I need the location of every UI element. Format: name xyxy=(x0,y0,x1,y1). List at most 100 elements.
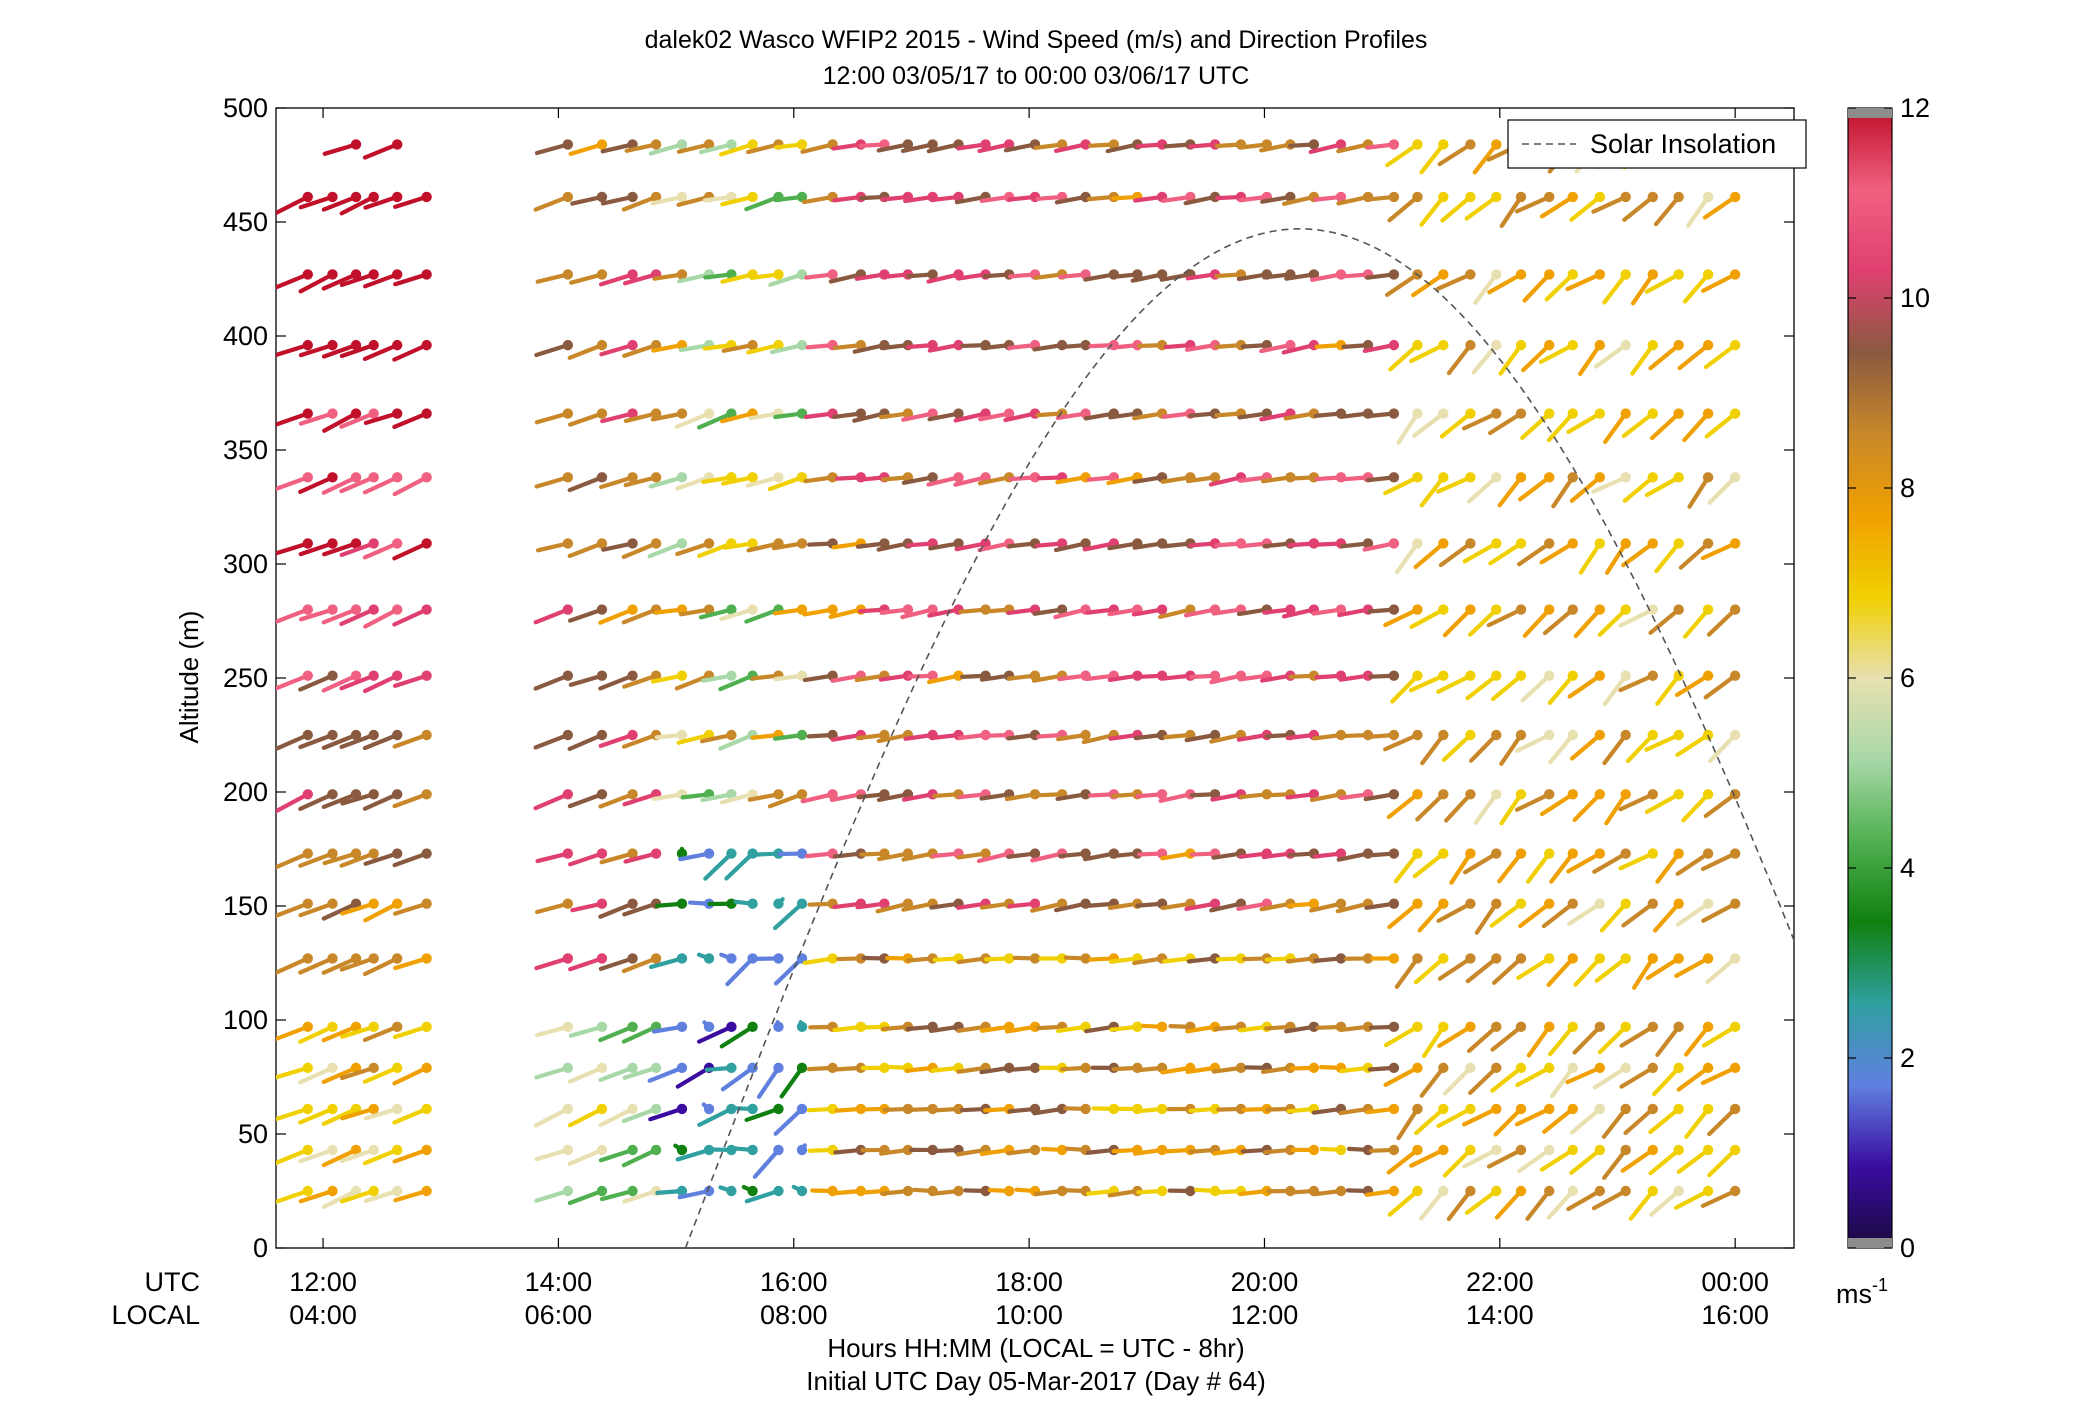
legend-box xyxy=(1507,119,1807,169)
wind-barb-stick xyxy=(1630,343,1655,376)
wind-barb-dot xyxy=(1544,1185,1555,1197)
colorbar-unit: ms-1 xyxy=(1836,1275,1888,1309)
wind-barb xyxy=(1549,1062,1578,1099)
wind-barb-stick xyxy=(534,475,570,489)
wind-barb-dot xyxy=(747,604,758,615)
wind-barb xyxy=(652,269,688,281)
wind-barb-stick xyxy=(567,1147,605,1166)
wind-barb-stick xyxy=(1473,792,1499,825)
wind-barb xyxy=(1630,269,1658,306)
wind-barb xyxy=(1648,339,1684,371)
wind-barb-dot xyxy=(1335,1144,1347,1156)
wind-barb xyxy=(651,1021,688,1034)
wind-barb xyxy=(533,1103,574,1128)
wind-barb-stick xyxy=(768,272,805,287)
wind-barb xyxy=(773,729,808,741)
wind-barb xyxy=(1059,1062,1091,1074)
wind-barb xyxy=(832,408,867,420)
wind-barb-stick xyxy=(298,673,335,692)
wind-barb-dot xyxy=(1080,848,1091,859)
wind-barb-dot xyxy=(1029,472,1041,483)
wind-barb-stick xyxy=(1708,732,1738,764)
wind-barb-dot xyxy=(1673,1062,1684,1074)
wind-barb-stick xyxy=(276,343,310,357)
wind-barb-dot xyxy=(1491,848,1502,859)
wind-barb xyxy=(1472,139,1502,175)
wind-barb-stick xyxy=(339,1188,376,1204)
wind-barb xyxy=(1383,604,1423,628)
wind-barb-stick xyxy=(1394,541,1420,575)
wind-barb-dot xyxy=(596,604,608,615)
wind-barb-dot xyxy=(1594,729,1606,741)
wind-barb-stick xyxy=(1620,1147,1655,1173)
wind-barb xyxy=(276,953,313,975)
wind-barb-stick xyxy=(767,475,805,492)
wind-barb-dot xyxy=(726,1021,737,1033)
wind-barb-dot xyxy=(1515,848,1527,859)
wind-barb-dot xyxy=(1544,1021,1555,1033)
wind-barb-stick xyxy=(1618,851,1655,871)
wind-barb-dot xyxy=(1567,670,1578,681)
wind-barb xyxy=(393,1185,432,1203)
wind-barb-stick xyxy=(298,343,335,358)
wind-barb-stick xyxy=(276,1147,310,1166)
wind-barb-dot xyxy=(1673,898,1684,909)
wind-barb-dot xyxy=(327,1103,338,1115)
wind-barb xyxy=(701,670,737,683)
wind-barb xyxy=(392,1062,432,1086)
wind-barb-stick xyxy=(724,851,755,881)
wind-barb-dot xyxy=(302,191,313,203)
wind-barb xyxy=(567,1062,608,1084)
wind-barb-dot xyxy=(1465,1062,1476,1074)
wind-barb xyxy=(1419,191,1449,227)
wind-barb-dot xyxy=(1515,1144,1527,1156)
wind-barb-dot xyxy=(1729,1062,1741,1074)
wind-barb xyxy=(362,538,403,560)
wind-barb-stick xyxy=(1538,343,1575,365)
wind-barb xyxy=(1684,1103,1714,1139)
wind-barb-dot xyxy=(703,848,715,859)
wind-barb-dot xyxy=(350,139,362,150)
wind-barb-stick xyxy=(1465,673,1499,701)
wind-barb xyxy=(1653,191,1684,227)
wind-barb-dot xyxy=(1465,538,1476,549)
wind-barb-stick xyxy=(392,541,429,561)
wind-barb-dot xyxy=(1594,670,1606,681)
wind-barb-stick xyxy=(276,901,310,918)
wind-barb-stick xyxy=(321,194,359,212)
wind-barb xyxy=(1383,1062,1423,1087)
wind-barb-stick xyxy=(1462,1147,1499,1169)
wind-barb-dot xyxy=(1388,670,1400,681)
wind-barb-dot xyxy=(392,1062,403,1074)
wind-barb-stick xyxy=(363,901,400,923)
wind-barb xyxy=(698,604,737,620)
wind-barb xyxy=(1032,604,1068,616)
wind-barb-dot xyxy=(1647,604,1658,615)
wind-barb-stick xyxy=(1707,1106,1738,1137)
wind-barb-dot xyxy=(1491,604,1502,615)
wind-barb xyxy=(1343,953,1374,964)
wind-barb-dot xyxy=(1465,139,1476,150)
wind-barb-dot xyxy=(421,789,432,800)
wind-barb-stick xyxy=(1645,956,1681,981)
wind-barb-stick xyxy=(1644,272,1681,294)
wind-barb-dot xyxy=(1702,1062,1714,1074)
wind-barb-dot xyxy=(1647,729,1658,741)
wind-barb-stick xyxy=(599,1188,635,1202)
wind-barb-dot xyxy=(879,953,890,964)
wind-barb xyxy=(754,953,784,964)
wind-barb-dot xyxy=(1029,789,1041,800)
wind-barb xyxy=(1394,953,1423,989)
wind-barb-dot xyxy=(327,191,338,203)
wind-barb-stick xyxy=(1578,541,1602,575)
wind-barb xyxy=(1409,339,1449,364)
wind-barb-stick xyxy=(622,1065,659,1080)
wind-barb xyxy=(1259,339,1296,354)
wind-barb xyxy=(1565,269,1606,292)
wind-barb-stick xyxy=(1676,1065,1711,1092)
wind-barb-stick xyxy=(1522,272,1552,303)
wind-barb-stick xyxy=(674,411,712,429)
wind-barb-dot xyxy=(1594,538,1606,549)
wind-barb xyxy=(393,953,432,971)
wind-barb xyxy=(1339,538,1374,549)
